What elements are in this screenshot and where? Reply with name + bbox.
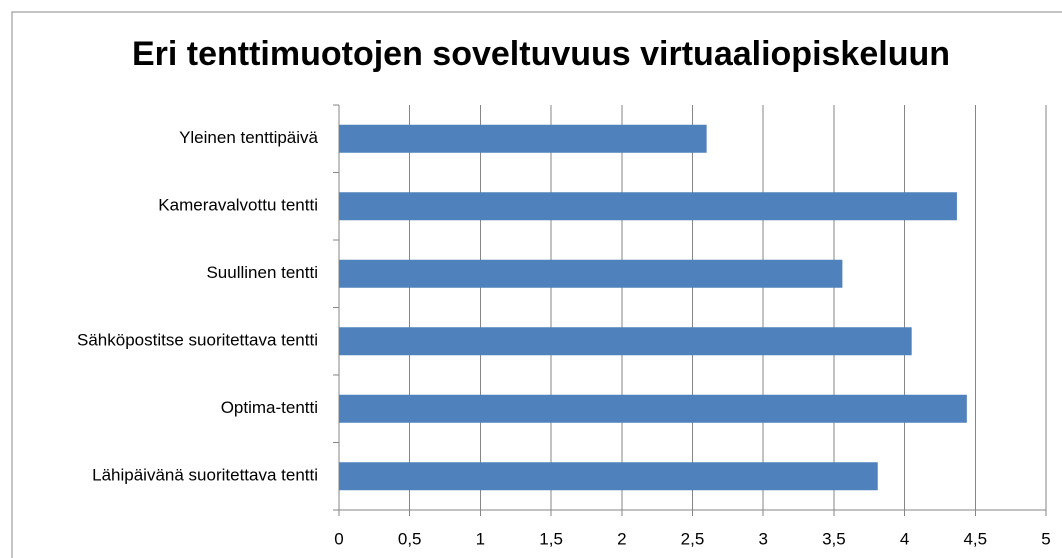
x-tick-label: 3 <box>758 529 767 548</box>
x-tick-label: 4,5 <box>963 529 987 548</box>
x-tick-label: 2 <box>617 529 626 548</box>
bar <box>339 259 843 288</box>
y-tick-label: Optima-tentti <box>221 398 318 417</box>
x-tick-label: 4 <box>900 529 909 548</box>
y-tick-label: Suullinen tentti <box>206 263 318 282</box>
x-tick-label: 1,5 <box>539 529 563 548</box>
x-tick-label: 0,5 <box>398 529 422 548</box>
x-tick-label: 3,5 <box>822 529 846 548</box>
y-tick-label: Yleinen tenttipäivä <box>179 128 318 147</box>
bar <box>339 124 707 153</box>
chart-title: Eri tenttimuotojen soveltuvuus virtuaali… <box>132 35 950 73</box>
y-tick-label: Sähköpostitse suoritettava tentti <box>77 331 318 350</box>
bar <box>339 394 967 423</box>
bar <box>339 462 878 491</box>
x-tick-label: 5 <box>1041 529 1050 548</box>
x-tick-label: 0 <box>334 529 343 548</box>
bar <box>339 327 912 356</box>
x-tick-label: 2,5 <box>681 529 705 548</box>
x-tick-label: 1 <box>476 529 485 548</box>
bar <box>339 192 957 221</box>
y-tick-label: Lähipäivänä suoritettava tentti <box>92 466 318 485</box>
y-tick-label: Kameravalvottu tentti <box>158 196 318 215</box>
